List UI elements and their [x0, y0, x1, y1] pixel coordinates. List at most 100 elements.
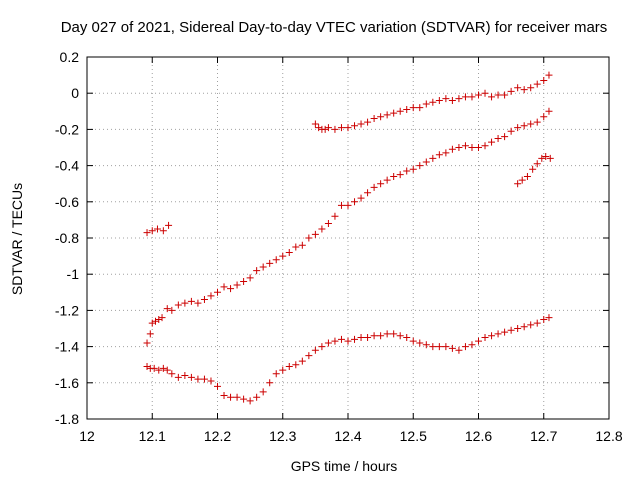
data-point [331, 337, 339, 345]
data-point [545, 71, 553, 79]
data-point [494, 134, 502, 142]
data-point [207, 377, 215, 385]
data-point [146, 330, 154, 338]
data-point [529, 165, 537, 173]
data-point [298, 357, 306, 365]
data-point [266, 379, 274, 387]
data-point [214, 288, 221, 296]
data-point [337, 201, 345, 209]
data-point [315, 124, 323, 132]
data-point [435, 343, 443, 351]
data-point [396, 332, 404, 340]
data-point [272, 370, 280, 378]
data-point [143, 363, 151, 371]
data-point [461, 142, 469, 150]
grid-lines [87, 57, 609, 419]
data-point [403, 334, 411, 342]
data-point [442, 149, 450, 157]
data-point [148, 227, 156, 235]
y-tick-label: -0.8 [55, 230, 79, 246]
data-point [527, 84, 535, 92]
data-point [533, 319, 541, 327]
data-point [155, 315, 163, 323]
data-point [546, 154, 554, 162]
data-point [390, 330, 398, 338]
data-point [488, 93, 496, 101]
data-point [377, 180, 385, 188]
data-point [321, 125, 329, 133]
data-point [331, 212, 339, 220]
x-axis-ticks: 12 12.1 12.2 12.3 12.4 12.5 12.6 12.7 12.8 [79, 57, 623, 444]
data-point [285, 363, 293, 371]
data-point [187, 373, 195, 381]
data-point [305, 234, 313, 242]
data-point [383, 111, 391, 119]
data-point [527, 321, 535, 329]
data-point [435, 96, 443, 104]
data-point [481, 334, 489, 342]
data-point [272, 256, 280, 264]
data-point [292, 243, 300, 251]
data-point [481, 142, 489, 150]
data-point [422, 158, 430, 166]
data-point [165, 221, 173, 229]
data-point [253, 267, 261, 275]
data-point [370, 332, 378, 340]
data-point [409, 337, 417, 345]
data-point [514, 180, 522, 188]
data-point [351, 335, 359, 343]
series-track-c [311, 71, 553, 133]
data-point [403, 167, 411, 175]
data-point [442, 95, 450, 103]
data-point [390, 109, 398, 117]
data-point [422, 341, 430, 349]
data-point [324, 124, 332, 132]
data-point [337, 124, 345, 132]
data-point [152, 317, 160, 325]
data-point [468, 144, 476, 151]
data-point [396, 171, 404, 179]
data-point [377, 332, 385, 340]
data-point [520, 122, 528, 130]
data-point [542, 153, 550, 161]
data-point [174, 301, 182, 309]
y-axis-ticks: 0.2 0 -0.2 -0.4 -0.6 -0.8 -1 -1.2 -1.4 -1.6 -1.8 [55, 49, 609, 427]
data-point [370, 115, 378, 123]
data-point [475, 144, 482, 151]
data-point [174, 373, 182, 381]
data-point [501, 91, 509, 99]
data-points [143, 71, 554, 405]
data-point [533, 118, 541, 126]
x-axis-label: GPS time / hours [291, 458, 398, 474]
x-tick-label: 12.4 [334, 428, 361, 444]
data-point [220, 283, 228, 291]
data-point [253, 393, 261, 401]
y-tick-label: -1.2 [55, 302, 79, 318]
y-tick-label: -1 [67, 266, 80, 282]
data-point [403, 105, 411, 113]
data-point [514, 124, 522, 132]
data-point [475, 337, 482, 345]
data-point [148, 319, 156, 327]
data-point [207, 292, 215, 300]
y-tick-label: -0.4 [55, 158, 79, 174]
data-point [324, 220, 332, 228]
data-point [187, 297, 195, 305]
data-point [357, 334, 365, 342]
y-tick-label: -1.6 [55, 375, 79, 391]
data-point [523, 172, 531, 180]
data-point [545, 107, 553, 115]
data-point [455, 95, 463, 103]
data-point [448, 344, 456, 352]
data-point [481, 89, 489, 97]
data-point [494, 91, 502, 99]
data-point [344, 201, 352, 209]
data-point [429, 343, 437, 351]
data-point [364, 118, 372, 126]
data-point [292, 361, 300, 369]
data-point [158, 314, 166, 322]
data-point [494, 330, 502, 338]
chart-title: Day 027 of 2021, Sidereal Day-to-day VTE… [61, 19, 608, 36]
data-point [448, 145, 456, 153]
data-point [527, 120, 535, 128]
